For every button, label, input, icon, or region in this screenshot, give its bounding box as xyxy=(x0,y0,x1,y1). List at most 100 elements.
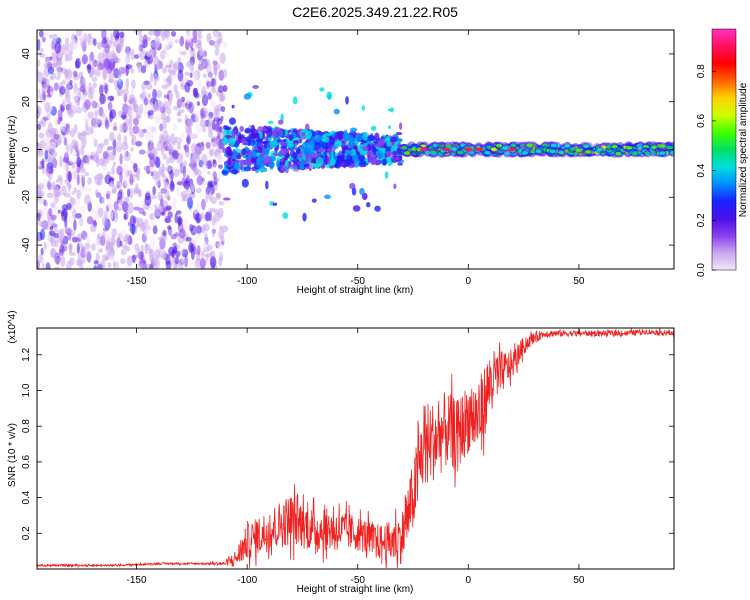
noise-mark xyxy=(189,72,193,78)
noise-mark xyxy=(84,90,88,96)
noise-mark xyxy=(69,79,73,86)
noise-mark xyxy=(217,164,223,169)
noise-mark xyxy=(117,74,122,83)
noise-mark xyxy=(60,120,67,132)
noise-mark xyxy=(87,33,91,46)
noise-mark xyxy=(63,192,71,198)
noise-mark xyxy=(105,193,110,200)
noise-mark xyxy=(75,237,81,242)
noise-mark xyxy=(179,36,185,47)
noise-mark xyxy=(201,94,209,107)
noise-mark xyxy=(37,183,45,191)
band-mark xyxy=(296,149,301,154)
noise-mark xyxy=(155,175,161,188)
colorbar-tick-label: 0.2 xyxy=(696,213,707,227)
y-tick-label: -40 xyxy=(21,237,32,252)
band-mark xyxy=(228,117,236,125)
noise-mark xyxy=(119,171,123,184)
noise-mark xyxy=(37,231,41,243)
band-mark xyxy=(343,156,348,160)
noise-mark xyxy=(165,37,170,49)
band-mark xyxy=(311,198,317,203)
noise-mark xyxy=(101,116,106,126)
peak-mark xyxy=(464,147,473,152)
band-mark xyxy=(319,87,325,92)
band-mark xyxy=(396,138,403,142)
noise-mark xyxy=(176,137,180,144)
noise-mark xyxy=(168,98,172,107)
noise-mark xyxy=(186,105,190,112)
noise-mark xyxy=(126,105,133,117)
carrier-mark xyxy=(490,147,497,152)
y-tick-label: 0.6 xyxy=(21,455,32,469)
noise-mark xyxy=(141,82,146,91)
noise-mark xyxy=(93,138,98,148)
snr-y-multiplier: (x10^4) xyxy=(7,310,18,343)
noise-mark xyxy=(183,189,191,194)
noise-mark xyxy=(173,168,180,178)
noise-mark xyxy=(176,142,182,151)
noise-mark xyxy=(144,57,148,69)
noise-mark xyxy=(37,105,42,117)
noise-mark xyxy=(86,216,94,225)
noise-mark xyxy=(166,76,172,88)
noise-mark xyxy=(117,39,124,50)
noise-mark xyxy=(215,193,221,201)
noise-mark xyxy=(217,38,223,44)
noise-mark xyxy=(176,98,182,109)
noise-mark xyxy=(152,125,157,135)
noise-mark xyxy=(143,106,149,118)
noise-mark xyxy=(119,153,123,165)
carrier-mark xyxy=(510,143,517,148)
noise-mark xyxy=(182,165,187,178)
noise-mark xyxy=(161,84,168,90)
noise-mark xyxy=(139,221,146,232)
carrier-mark xyxy=(611,144,618,149)
noise-mark xyxy=(148,113,154,120)
carrier-mark xyxy=(550,143,557,148)
noise-mark xyxy=(85,250,92,262)
noise-mark xyxy=(106,249,110,260)
noise-mark xyxy=(101,231,106,241)
noise-mark xyxy=(200,108,204,120)
noise-mark xyxy=(218,200,225,206)
noise-mark xyxy=(93,260,99,265)
noise-mark xyxy=(122,110,126,116)
noise-mark xyxy=(165,205,172,211)
noise-mark xyxy=(37,71,44,84)
noise-mark xyxy=(124,118,130,128)
noise-mark xyxy=(46,180,51,190)
x-tick-label: -150 xyxy=(127,276,147,287)
noise-mark xyxy=(214,105,220,116)
noise-mark xyxy=(119,31,124,39)
noise-mark xyxy=(42,90,46,101)
noise-mark xyxy=(119,123,126,134)
noise-mark xyxy=(202,73,207,78)
noise-mark xyxy=(168,145,175,153)
carrier-mark xyxy=(404,151,411,155)
noise-mark xyxy=(102,151,109,159)
noise-mark xyxy=(80,186,84,195)
noise-mark xyxy=(111,234,116,247)
noise-mark xyxy=(162,144,166,152)
band-mark xyxy=(244,127,252,134)
noise-mark xyxy=(97,248,104,253)
noise-mark xyxy=(43,220,50,231)
band-mark xyxy=(250,156,256,165)
noise-mark xyxy=(196,175,204,186)
noise-mark xyxy=(218,31,223,38)
noise-mark xyxy=(119,198,123,207)
noise-mark xyxy=(148,144,156,155)
band-mark xyxy=(280,161,285,167)
band-mark xyxy=(374,132,380,141)
noise-mark xyxy=(174,256,180,265)
carrier-mark xyxy=(651,145,658,150)
peak-mark xyxy=(420,147,429,152)
noise-mark xyxy=(37,59,41,68)
noise-mark xyxy=(133,187,140,194)
x-tick-label: 50 xyxy=(573,575,585,586)
noise-mark xyxy=(129,132,134,137)
noise-mark xyxy=(52,58,59,68)
noise-mark xyxy=(75,197,81,210)
noise-mark xyxy=(53,114,57,123)
